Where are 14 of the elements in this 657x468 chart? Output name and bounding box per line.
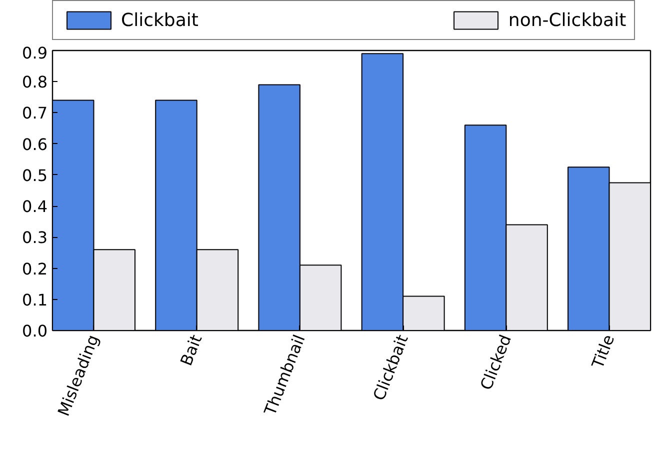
x-tick-label: Bait	[176, 332, 206, 368]
y-tick-label: 0.3	[22, 228, 48, 248]
legend-label: Clickbait	[121, 10, 198, 30]
y-tick-label: 0.6	[22, 134, 48, 154]
y-tick-label: 0.1	[22, 290, 48, 310]
x-tick-label: Title	[588, 332, 618, 372]
y-tick-label: 0.2	[22, 259, 48, 278]
y-tick-label: 0.5	[22, 166, 48, 185]
y-tick-label: 0.0	[22, 322, 48, 340]
y-tick-label: 0.4	[22, 197, 48, 216]
y-tick-label: 0.9	[22, 44, 48, 62]
y-tick-label: 0.8	[22, 72, 48, 92]
legend-label: non-Clickbait	[508, 10, 626, 30]
y-tick-label: 0.7	[22, 104, 48, 123]
